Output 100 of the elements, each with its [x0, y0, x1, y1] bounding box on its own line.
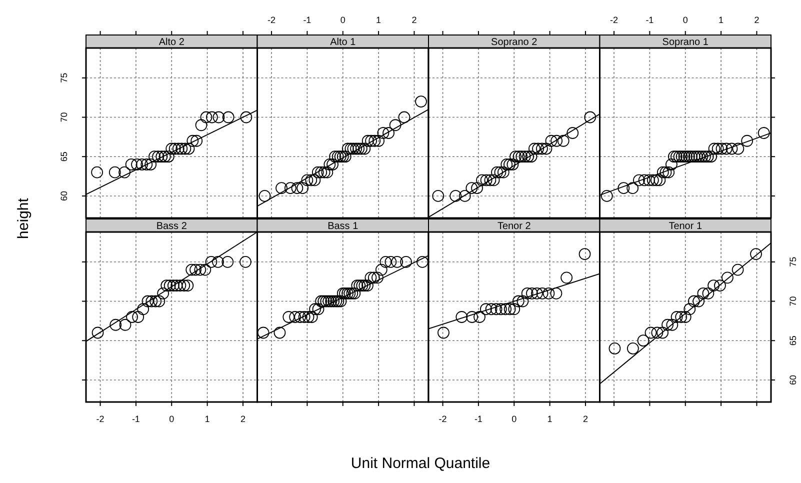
- point: [510, 150, 522, 163]
- point: [152, 150, 164, 163]
- point: [490, 303, 502, 316]
- point: [714, 280, 726, 292]
- x-axis-title: Unit Normal Quantile: [350, 455, 490, 472]
- point: [637, 334, 650, 347]
- point: [494, 303, 507, 316]
- point: [126, 311, 138, 323]
- point: [438, 326, 450, 339]
- point: [506, 158, 519, 170]
- point: [497, 166, 510, 178]
- point: [560, 272, 573, 284]
- point: [480, 303, 492, 316]
- x-tick-label: -1: [474, 414, 482, 424]
- point: [518, 150, 531, 163]
- point: [536, 287, 548, 300]
- point: [696, 150, 708, 163]
- point: [166, 142, 178, 155]
- point: [199, 264, 212, 276]
- point: [697, 287, 710, 300]
- point: [699, 150, 711, 163]
- point: [362, 280, 374, 292]
- point: [289, 311, 302, 323]
- x-tick-label: 0: [682, 15, 688, 25]
- point: [484, 174, 496, 186]
- point: [336, 150, 349, 163]
- point: [716, 142, 728, 155]
- point: [164, 280, 176, 292]
- point: [471, 182, 483, 194]
- point: [758, 127, 770, 139]
- point: [153, 295, 166, 308]
- x-tick-label: 0: [512, 414, 517, 424]
- point: [321, 166, 334, 178]
- point: [328, 295, 340, 308]
- point: [626, 182, 639, 194]
- x-tick-label: 2: [412, 15, 417, 25]
- point: [315, 166, 328, 178]
- point: [705, 150, 718, 163]
- point: [416, 256, 428, 268]
- point: [178, 280, 190, 292]
- point: [732, 264, 744, 276]
- chart-title: Bass 2: [156, 221, 188, 232]
- point: [140, 158, 153, 170]
- x-tick-label: 2: [754, 15, 760, 25]
- point: [488, 174, 500, 186]
- point: [168, 142, 181, 155]
- chart-title: Alto 1: [330, 37, 356, 48]
- point: [318, 295, 330, 308]
- point: [110, 318, 122, 331]
- x-tick-label: -1: [646, 15, 654, 25]
- point: [688, 295, 700, 308]
- point: [222, 256, 234, 268]
- point: [372, 272, 384, 284]
- point: [662, 318, 674, 331]
- point: [132, 311, 144, 323]
- point: [200, 111, 212, 124]
- point: [494, 166, 506, 178]
- point: [158, 150, 171, 163]
- point: [334, 150, 346, 163]
- point: [179, 142, 192, 155]
- point: [342, 287, 354, 300]
- point: [206, 111, 218, 124]
- point: [131, 158, 143, 170]
- point: [302, 311, 314, 323]
- point: [174, 280, 186, 292]
- point: [346, 287, 358, 300]
- point: [318, 166, 330, 178]
- point: [240, 111, 252, 124]
- point: [456, 311, 468, 323]
- point: [282, 311, 295, 323]
- point: [294, 311, 306, 323]
- point: [476, 174, 488, 186]
- point: [702, 287, 714, 300]
- point: [693, 150, 706, 163]
- point: [512, 295, 524, 308]
- point: [666, 158, 678, 170]
- y-tick-label: 75: [59, 72, 70, 83]
- point: [608, 342, 621, 354]
- point: [257, 326, 270, 339]
- point: [643, 174, 655, 186]
- point: [500, 303, 512, 316]
- point: [521, 287, 534, 300]
- point: [326, 158, 338, 170]
- point: [531, 287, 543, 300]
- point: [474, 311, 486, 323]
- point: [504, 303, 516, 316]
- point: [651, 326, 664, 339]
- point: [712, 142, 724, 155]
- x-tick-label: -2: [96, 414, 104, 424]
- point: [186, 264, 198, 276]
- point: [662, 166, 675, 178]
- point: [298, 311, 310, 323]
- point: [332, 150, 344, 163]
- y-tick-label: 70: [59, 112, 70, 122]
- point: [500, 158, 513, 170]
- point: [682, 150, 695, 163]
- point: [186, 134, 199, 147]
- point: [679, 311, 692, 323]
- point: [108, 166, 121, 178]
- point: [205, 256, 218, 268]
